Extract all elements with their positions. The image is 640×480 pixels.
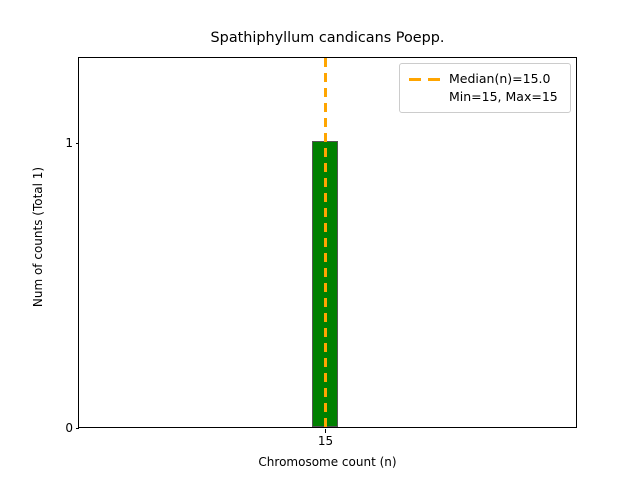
chart-title: Spathiphyllum candicans Poepp.	[210, 30, 445, 46]
x-axis-label: Chromosome count (n)	[258, 455, 397, 469]
legend-label-median: Median(n)=15.0	[449, 71, 551, 86]
y-axis-label: Num of counts (Total 1)	[31, 166, 45, 308]
y-tick-mark	[75, 428, 79, 430]
plot-area: 0 1 15 Median(n)=15.0 Min=15, Max=15	[65, 57, 577, 448]
y-tick-label: 0	[65, 421, 73, 435]
legend-entry-minmax: Min=15, Max=15	[408, 88, 562, 106]
dashed-line-icon	[408, 70, 442, 88]
y-tick-label: 1	[65, 136, 73, 150]
x-tick-label: 15	[317, 434, 334, 448]
median-line	[324, 58, 327, 429]
chart-legend: Median(n)=15.0 Min=15, Max=15	[399, 63, 571, 113]
legend-label-minmax: Min=15, Max=15	[449, 89, 558, 104]
x-tick-mark	[324, 429, 327, 433]
legend-entry-median: Median(n)=15.0	[408, 70, 562, 88]
y-tick-mark	[75, 143, 79, 145]
